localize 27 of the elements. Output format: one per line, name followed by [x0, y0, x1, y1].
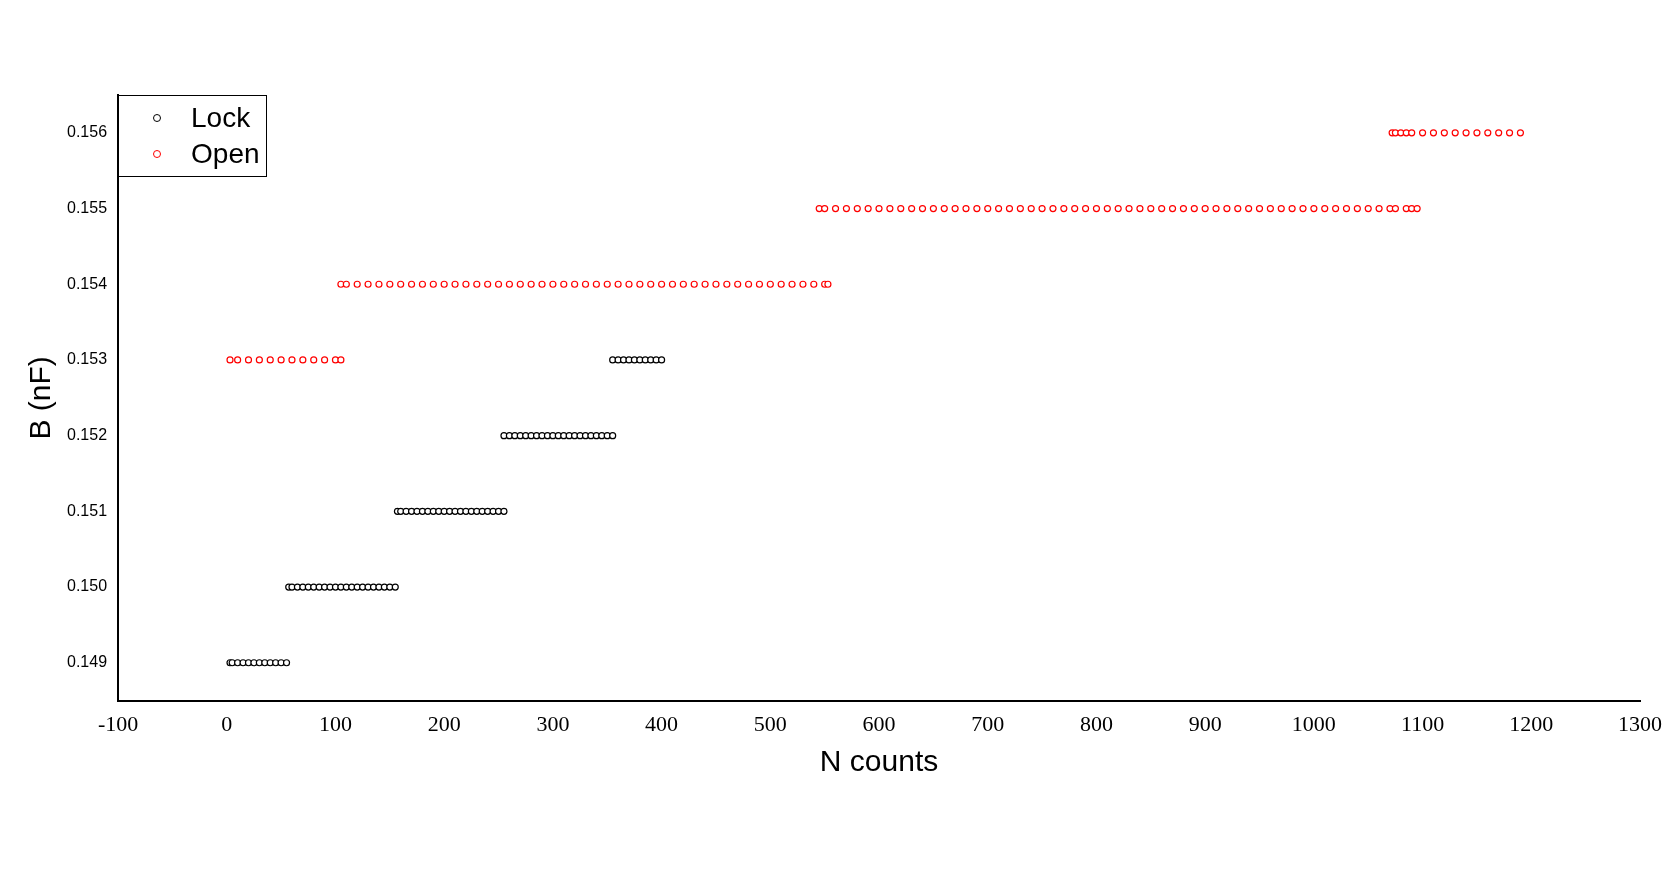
y-tick-label: 0.153	[66, 350, 108, 368]
x-tick-label: 700	[971, 710, 1005, 736]
x-tick-label: 1200	[1509, 710, 1554, 736]
x-tick-label: 300	[536, 710, 570, 736]
x-tick-label: 1000	[1291, 710, 1336, 736]
y-tick-label: 0.156	[66, 123, 108, 141]
x-tick-label: 0	[221, 710, 233, 736]
x-tick-label: 800	[1079, 710, 1113, 736]
y-axis-title: B (nF)	[23, 356, 57, 440]
x-tick-label: 200	[427, 710, 461, 736]
x-tick-label: -100	[97, 710, 139, 736]
x-tick-label: 900	[1188, 710, 1222, 736]
y-tick-label: 0.152	[66, 426, 108, 444]
x-tick-label: 100	[318, 710, 352, 736]
legend-label: Open	[191, 138, 260, 170]
y-tick-label: 0.150	[66, 577, 108, 595]
x-tick-label: 1100	[1400, 710, 1445, 736]
y-tick-label: 0.154	[66, 274, 108, 292]
y-tick-label: 0.149	[66, 653, 108, 671]
legend-label: Lock	[191, 102, 251, 134]
y-tick-label: 0.151	[66, 501, 108, 519]
x-tick-label: 1300	[1618, 710, 1662, 736]
x-axis-title: N counts	[819, 744, 939, 778]
x-tick-label: 600	[862, 710, 896, 736]
x-tick-label: 400	[645, 710, 679, 736]
y-tick-label: 0.155	[66, 198, 108, 216]
x-tick-label: 500	[753, 710, 787, 736]
